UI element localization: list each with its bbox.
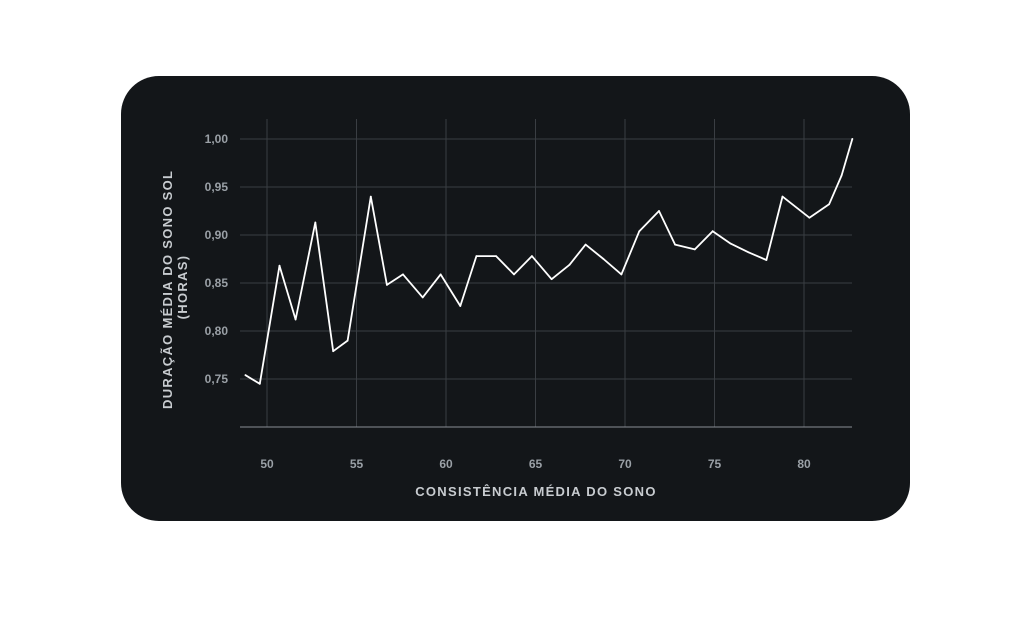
data-point <box>294 318 297 321</box>
x-axis-title: CONSISTÊNCIA MÉDIA DO SONO <box>415 484 657 499</box>
data-point <box>550 278 553 281</box>
x-tick-label: 75 <box>708 457 722 471</box>
data-point <box>729 242 732 245</box>
data-point <box>851 138 854 140</box>
grid <box>240 119 852 427</box>
data-point <box>459 305 462 307</box>
data-point <box>765 259 768 261</box>
data-point <box>808 216 811 219</box>
data-point <box>421 296 424 299</box>
x-tick-label: 70 <box>618 457 632 471</box>
data-point <box>828 203 830 206</box>
data-point <box>693 248 696 251</box>
data-line <box>244 138 854 385</box>
data-point <box>531 255 533 258</box>
x-tick-label: 65 <box>529 457 543 471</box>
y-tick-label: 1,00 <box>205 132 229 146</box>
x-tick-labels: 50 55 60 65 70 75 80 <box>260 457 811 471</box>
data-point <box>620 273 623 276</box>
data-point <box>439 273 442 276</box>
data-point <box>244 374 247 377</box>
data-point <box>602 258 605 260</box>
data-point <box>369 195 372 198</box>
y-tick-label: 0,85 <box>205 276 229 290</box>
data-point <box>332 350 335 353</box>
x-tick-label: 60 <box>439 457 453 471</box>
data-point <box>278 264 281 267</box>
x-tick-label: 55 <box>350 457 364 471</box>
chart-card <box>121 76 910 521</box>
y-axis-title-line2: (HORAS) <box>175 255 190 320</box>
data-point <box>658 210 660 212</box>
data-point <box>346 339 349 342</box>
y-tick-label: 0,95 <box>205 180 229 194</box>
data-points <box>244 138 854 385</box>
data-point <box>314 221 317 224</box>
y-tick-labels: 0,75 0,80 0,85 0,90 0,95 1,00 <box>205 132 229 386</box>
data-point <box>781 195 784 198</box>
data-point <box>513 273 515 276</box>
data-point <box>674 243 677 246</box>
data-point <box>638 230 641 233</box>
data-point <box>584 243 587 246</box>
y-axis-title-line1: DURAÇÃO MÉDIA DO SONO SOL <box>160 170 175 409</box>
y-axis-title: DURAÇÃO MÉDIA DO SONO SOL (HORAS) <box>160 165 190 409</box>
data-point <box>840 174 843 177</box>
y-tick-label: 0,75 <box>205 372 229 386</box>
data-point <box>568 263 571 266</box>
x-tick-label: 80 <box>797 457 811 471</box>
data-point <box>402 273 404 276</box>
x-tick-label: 50 <box>260 457 274 471</box>
data-point <box>258 382 261 385</box>
data-point <box>495 255 498 258</box>
data-point <box>386 284 388 286</box>
data-point <box>475 255 478 258</box>
y-tick-label: 0,80 <box>205 324 229 338</box>
data-point <box>747 251 750 254</box>
y-tick-label: 0,90 <box>205 228 229 242</box>
data-point <box>711 230 714 233</box>
